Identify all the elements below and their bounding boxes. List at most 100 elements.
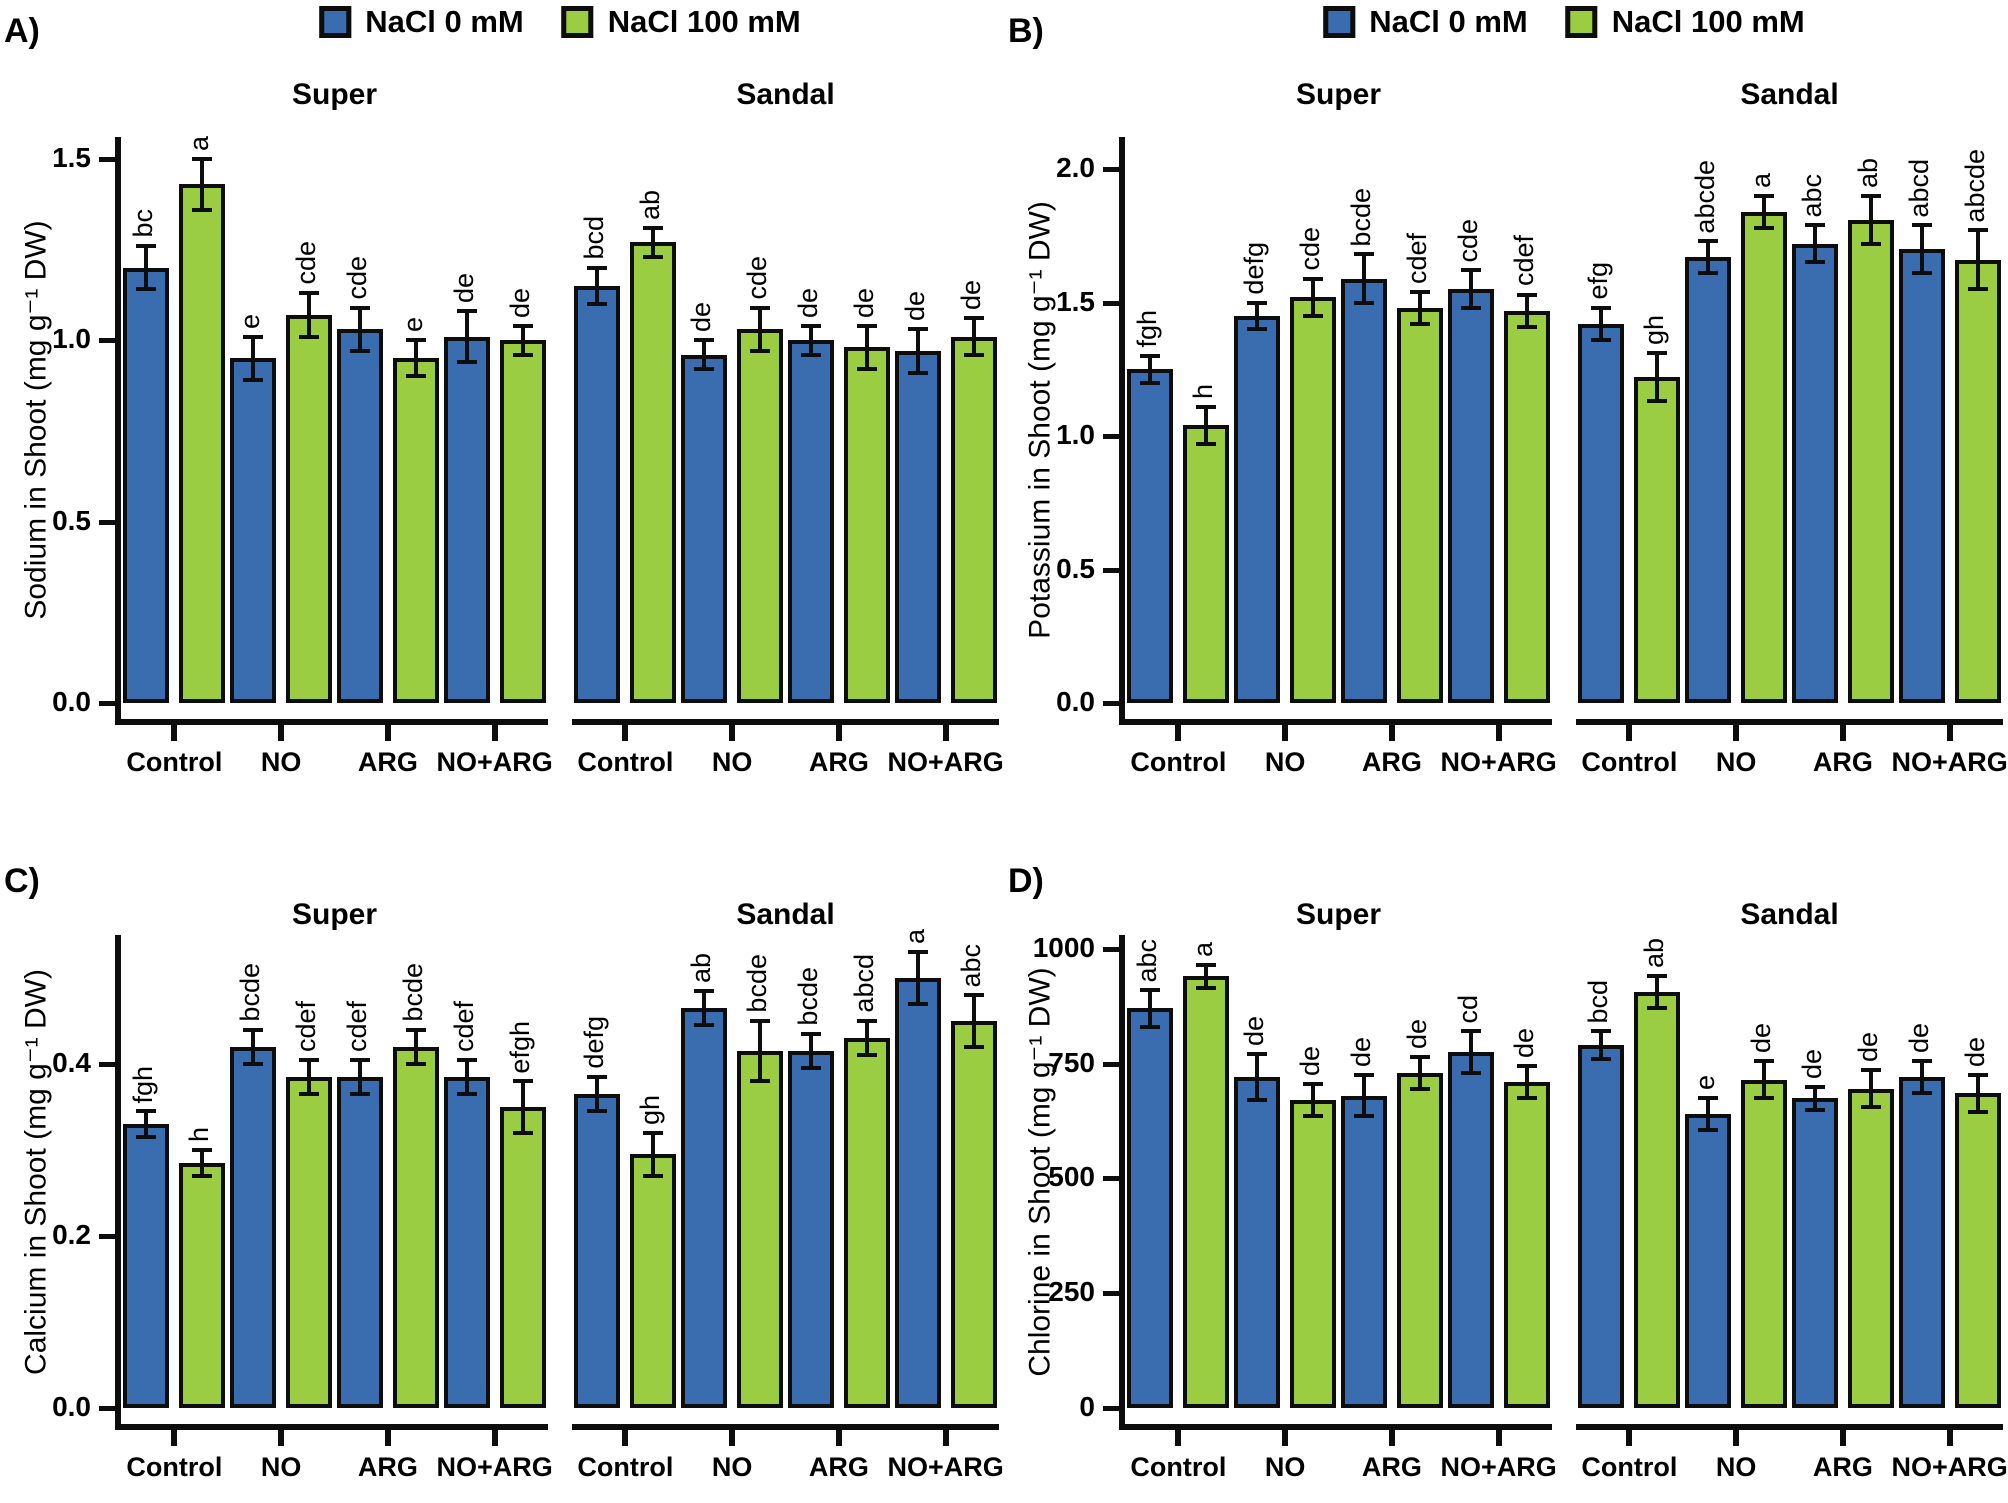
- error-bar-line: [1148, 990, 1153, 1027]
- error-bar-line: [864, 325, 869, 370]
- bar: [179, 184, 226, 703]
- x-axis-tick-label: Control: [1581, 747, 1678, 777]
- bar: [392, 1046, 439, 1408]
- error-bar-line: [808, 1033, 813, 1069]
- x-axis-tick-mark: [729, 1430, 736, 1446]
- error-bar-cap: [405, 1062, 426, 1066]
- significance-letter: de: [448, 273, 479, 304]
- facet-title: Super: [291, 78, 378, 111]
- y-axis-line: [1119, 137, 1125, 725]
- error-bar-line: [1524, 294, 1529, 327]
- error-bar-cap: [136, 287, 157, 292]
- significance-letter: bcd: [1583, 979, 1614, 1024]
- x-axis-tick-label: Control: [1130, 747, 1227, 777]
- error-bar-cap: [1140, 353, 1161, 358]
- significance-letter: de: [686, 302, 717, 333]
- x-axis-tick-mark: [171, 725, 178, 741]
- bar: [1503, 1081, 1550, 1408]
- error-bar-cap: [243, 334, 264, 339]
- y-axis-tick-mark: [1103, 434, 1119, 440]
- error-bar-line: [144, 245, 149, 290]
- significance-letter: a: [899, 929, 930, 945]
- x-axis-tick-label: Control: [1130, 1452, 1227, 1482]
- bar: [1791, 1098, 1838, 1408]
- significance-letter: de: [1508, 1027, 1539, 1058]
- bar: [1183, 425, 1230, 703]
- error-bar-line: [1655, 976, 1660, 1009]
- error-bar-line: [1812, 1086, 1817, 1110]
- error-bar-cap: [856, 367, 877, 372]
- significance-letter: ab: [1852, 157, 1883, 188]
- x-axis-tick-mark: [729, 725, 736, 741]
- error-bar-line: [1762, 195, 1767, 228]
- error-bar-cap: [1516, 1063, 1537, 1068]
- error-bar-cap: [456, 309, 477, 314]
- error-bar-cap: [694, 338, 715, 343]
- error-bar-line: [1204, 406, 1209, 445]
- facet-title: Super: [1295, 78, 1382, 111]
- significance-letter: defg: [1239, 241, 1270, 295]
- bar: [443, 336, 490, 703]
- x-axis-tick-mark: [384, 1430, 391, 1446]
- bar: [630, 1154, 677, 1408]
- x-axis-line: [572, 1424, 999, 1430]
- error-bar-cap: [1196, 404, 1217, 409]
- error-bar-cap: [1754, 1096, 1775, 1101]
- bar: [1183, 976, 1230, 1408]
- bar: [1340, 1095, 1387, 1408]
- error-bar-cap: [1591, 1056, 1612, 1061]
- error-bar-cap: [907, 1001, 928, 1006]
- legend-label: NaCl 0 mM: [365, 4, 524, 39]
- panel-label: A): [4, 12, 40, 50]
- legend-label: NaCl 100 mM: [1611, 4, 1805, 39]
- significance-letter: abc: [1132, 938, 1163, 983]
- error-bar-cap: [136, 243, 157, 248]
- y-axis-tick-mark: [1103, 1406, 1119, 1411]
- y-axis-tick-label: 1.0: [52, 323, 91, 355]
- error-bar-line: [915, 952, 920, 1004]
- legend-label: NaCl 100 mM: [607, 4, 801, 39]
- x-axis-tick-mark: [1388, 725, 1395, 741]
- panel-label: B): [1008, 12, 1044, 50]
- error-bar-line: [1655, 353, 1660, 402]
- y-axis-tick-mark: [99, 338, 115, 344]
- error-bar-cap: [512, 323, 533, 328]
- error-bar-cap: [349, 305, 370, 310]
- bar: [1290, 1100, 1337, 1408]
- y-axis-line: [115, 137, 121, 725]
- significance-letter: de: [899, 291, 930, 322]
- error-bar-cap: [1516, 324, 1537, 329]
- error-bar-line: [702, 340, 707, 370]
- error-bar-line: [702, 990, 707, 1026]
- error-bar-line: [595, 267, 600, 304]
- error-bar-line: [464, 1059, 469, 1095]
- error-bar-cap: [192, 1173, 213, 1178]
- y-axis-tick-label: 750: [1048, 1046, 1095, 1078]
- x-axis-tick-mark: [1388, 1430, 1395, 1446]
- x-axis-tick-label: NO+ARG: [1891, 747, 2008, 777]
- error-bar-line: [1812, 225, 1817, 263]
- significance-letter: cdef: [448, 1000, 479, 1052]
- error-bar-cap: [963, 352, 984, 357]
- x-axis-tick-label: NO+ARG: [887, 1452, 1004, 1482]
- error-bar-cap: [800, 1031, 821, 1036]
- y-axis-tick-mark: [1103, 167, 1119, 173]
- x-axis-tick-label: NO+ARG: [887, 747, 1004, 777]
- facet-title: Sandal: [1740, 78, 1839, 111]
- x-axis-tick-label: ARG: [808, 1452, 869, 1482]
- x-axis-line: [1576, 719, 2003, 725]
- error-bar-line: [1975, 1075, 1980, 1112]
- significance-letter: bc: [128, 209, 159, 238]
- facet-title: Sandal: [1740, 898, 1839, 931]
- x-axis-line: [572, 719, 999, 725]
- bar: [1578, 1045, 1625, 1408]
- bar: [1396, 307, 1443, 703]
- error-bar-cap: [1591, 1029, 1612, 1034]
- x-axis-tick-label: NO+ARG: [436, 1452, 553, 1482]
- x-axis-tick-mark: [278, 1430, 285, 1446]
- bar: [1954, 259, 2001, 703]
- error-bar-cap: [800, 1066, 821, 1071]
- error-bar-cap: [1647, 351, 1668, 356]
- y-axis-tick-mark: [1103, 701, 1119, 706]
- error-bar-line: [864, 1021, 869, 1056]
